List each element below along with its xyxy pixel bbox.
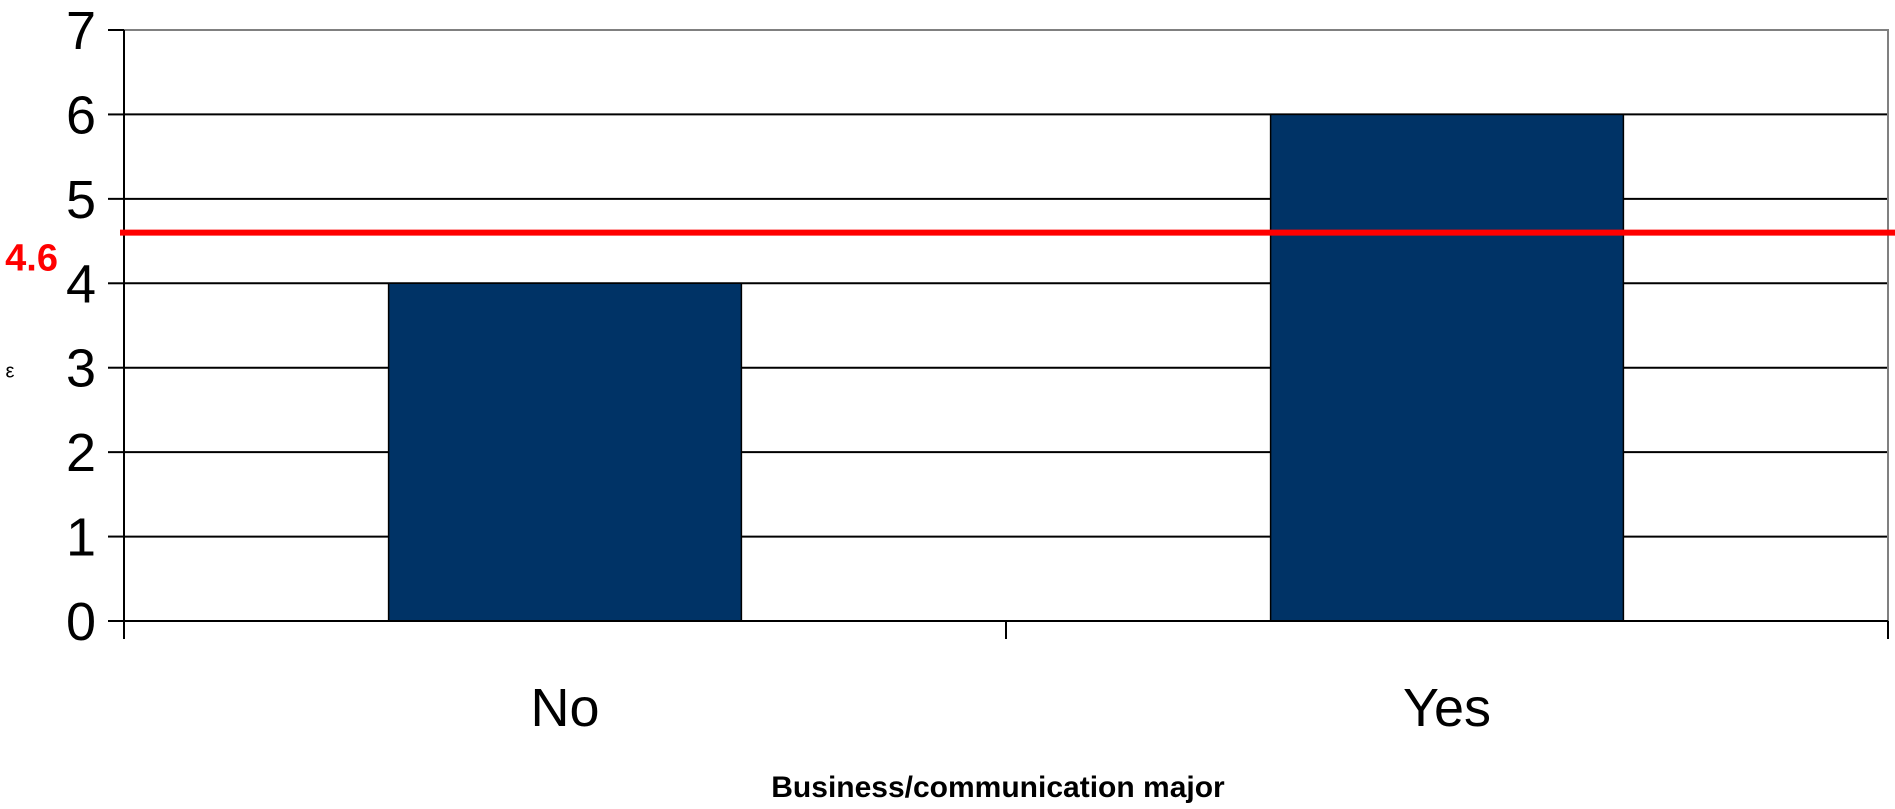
y-tick-label-0: 0 [66, 592, 96, 652]
y-tick-label-5: 5 [66, 170, 96, 230]
bar-yes [1269, 113, 1625, 622]
y-tick-label-4: 4 [66, 254, 96, 314]
x-category-label-no: No [530, 678, 599, 738]
y-axis-title-fragment: ε [6, 361, 15, 383]
reference-line-group: 4.6 [5, 229, 1895, 280]
y-tick-label-1: 1 [66, 508, 96, 568]
reference-line-label: 4.6 [5, 238, 58, 280]
y-tick-label-3: 3 [66, 339, 96, 399]
y-tick-label-7: 7 [66, 1, 96, 61]
y-tick-label-6: 6 [66, 85, 96, 145]
bar-no [387, 282, 743, 622]
axes [108, 29, 1889, 639]
x-category-labels: No Yes [530, 678, 1491, 738]
y-tick-labels: 0 1 2 3 4 5 6 7 [66, 1, 96, 652]
y-tick-label-2: 2 [66, 423, 96, 483]
x-category-label-yes: Yes [1403, 678, 1491, 738]
x-axis-title: Business/communication major [771, 771, 1225, 804]
